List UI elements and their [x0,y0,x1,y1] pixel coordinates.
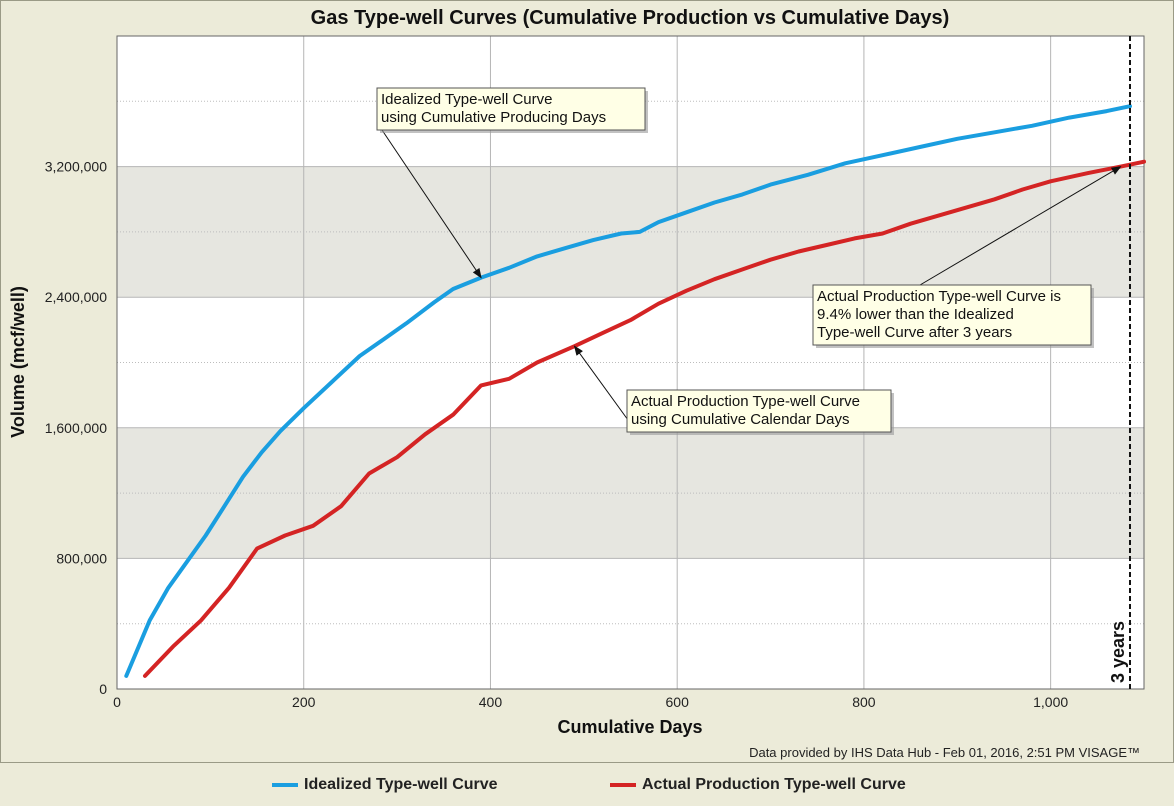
legend-label-idealized: Idealized Type-well Curve [304,776,498,793]
annotation-text: Idealized Type-well Curve [381,91,552,108]
annotation-box [812,284,1092,346]
y-axis-label: Volume (mcf/well) [8,286,28,438]
y-tick-label: 0 [99,681,107,697]
chart: 3 years 0 200 400 600 800 1,000 0 800,000 1,600,… [8,7,1146,760]
legend-label-actual: Actual Production Type-well Curve [642,776,906,793]
y-tick-label: 3,200,000 [45,159,107,175]
chart-title: Gas Type-well Curves (Cumulative Product… [311,7,950,29]
series-line-actual [143,159,1146,678]
legend-swatch-idealized [272,783,298,787]
annotation-text: 9.4% lower than the Idealized [817,306,1014,323]
x-tick-label: 800 [852,694,876,710]
annotation-text: using Cumulative Calendar Days [631,411,849,428]
y-tick-label: 800,000 [56,550,107,566]
x-tick-label: 1,000 [1033,694,1068,710]
x-tick-label: 200 [292,694,316,710]
x-axis-label: Cumulative Days [557,717,702,737]
annotation-text: Actual Production Type-well Curve is [817,288,1061,305]
axis-tick-labels: 0 200 400 600 800 1,000 0 800,000 1,600,000 2,400… [45,159,1069,710]
plot-border [116,35,1145,690]
y-tick-label: 1,600,000 [45,420,107,436]
legend-item-idealized: Idealized Type-well Curve [272,775,498,795]
legend: Idealized Type-well Curve Actual Product… [0,762,1174,806]
annotation-arrow [573,345,629,421]
annotation-box [626,389,892,433]
annotation-arrow [919,166,1122,286]
three-year-marker: 3 years [1108,36,1131,689]
x-tick-label: 600 [666,694,690,710]
three-year-label: 3 years [1108,621,1128,683]
x-tick-label: 400 [479,694,503,710]
legend-item-actual: Actual Production Type-well Curve [610,775,906,795]
series-layer [124,104,1146,678]
annotation-arrow [381,129,482,279]
x-tick-label: 0 [113,694,121,710]
annotation-text: Type-well Curve after 3 years [817,324,1012,341]
annotation-text: using Cumulative Producing Days [381,109,606,126]
data-credit: Data provided by IHS Data Hub - Feb 01, … [749,745,1140,760]
annotation-text: Actual Production Type-well Curve [631,393,860,410]
legend-swatch-actual [610,783,636,787]
y-tick-label: 2,400,000 [45,289,107,305]
annotation-box [376,87,646,131]
series-line-idealized [124,104,1132,678]
